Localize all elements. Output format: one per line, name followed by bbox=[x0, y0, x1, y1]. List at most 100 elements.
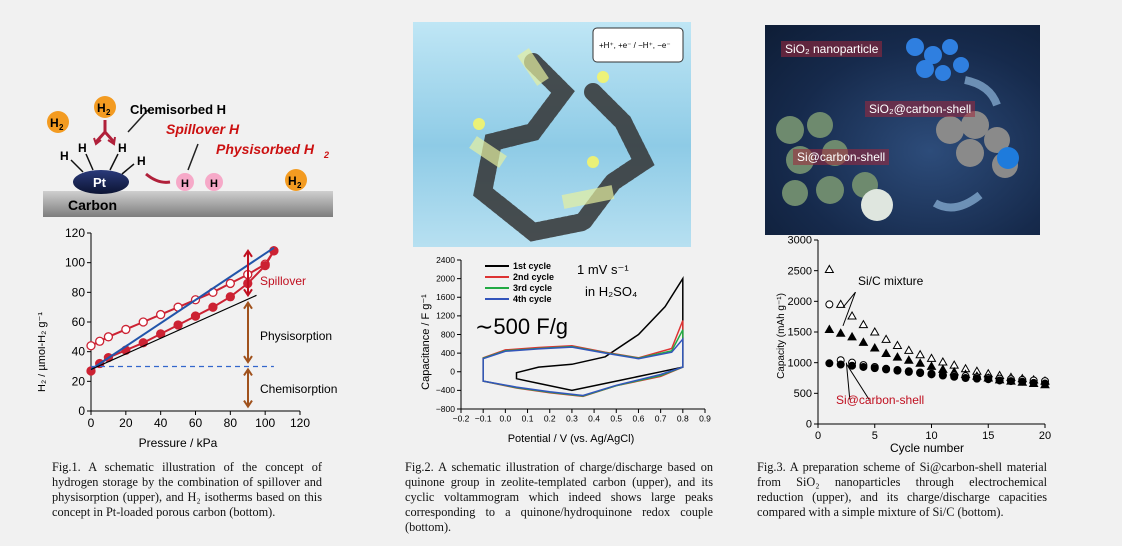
svg-text:2: 2 bbox=[323, 150, 329, 160]
fig2-capacitance-note: ∼500 F/g bbox=[475, 314, 568, 339]
fig3-ylabel: Capacity (mAh g⁻¹) bbox=[776, 293, 787, 379]
y-tick-label: −800 bbox=[436, 404, 455, 414]
x-tick-label: 0.5 bbox=[610, 414, 622, 424]
y-tick-label: 100 bbox=[65, 256, 85, 270]
y-tick-label: 60 bbox=[72, 315, 86, 329]
fig3-caption: Fig.3. A preparation scheme of Si@carbon… bbox=[757, 460, 1047, 519]
x-tick-label: 80 bbox=[224, 416, 238, 430]
x-tick-label: 10 bbox=[925, 430, 937, 442]
svg-text:2: 2 bbox=[59, 123, 64, 132]
fig2-xlabel: Potential / V (vs. Ag/AgCl) bbox=[508, 433, 635, 445]
annot-pointer bbox=[845, 363, 870, 400]
data-point bbox=[173, 320, 183, 330]
data-point bbox=[881, 334, 891, 343]
isotherm-line bbox=[90, 246, 275, 371]
data-point bbox=[208, 302, 218, 312]
svg-text:H: H bbox=[78, 141, 87, 155]
x-tick-label: 0.3 bbox=[566, 414, 578, 424]
x-tick-label: −0.1 bbox=[475, 414, 492, 424]
data-point bbox=[824, 264, 835, 273]
sio2-label: SiO₂ nanoparticle bbox=[781, 41, 883, 57]
svg-text:H: H bbox=[97, 101, 106, 115]
y-tick-label: 1000 bbox=[788, 357, 812, 369]
data-point bbox=[869, 342, 880, 352]
data-point bbox=[1006, 377, 1015, 386]
data-point bbox=[260, 260, 270, 271]
fig2-molecule-image: +H⁺, +e⁻ / −H⁺, −e⁻ bbox=[413, 22, 691, 247]
data-point bbox=[927, 370, 936, 379]
y-tick-label: −400 bbox=[436, 385, 455, 395]
x-tick-label: 0.7 bbox=[655, 414, 667, 424]
annot-pointer bbox=[842, 291, 856, 327]
legend-label: 1st cycle bbox=[513, 261, 551, 271]
x-tick-label: −0.2 bbox=[453, 414, 470, 424]
sic-label: Si@carbon-shell bbox=[793, 149, 890, 165]
fig2-electrolyte: in H₂SO₄ bbox=[585, 284, 637, 299]
y-tick-label: 0 bbox=[806, 419, 812, 431]
x-tick-label: 0.9 bbox=[699, 414, 711, 424]
annot-chemisorption: Chemisorption bbox=[260, 382, 337, 396]
spilled-h-2 bbox=[205, 173, 223, 191]
fig3-scheme-image: SiO₂ nanoparticle SiO₂@carbon-shell Si@c… bbox=[765, 25, 1040, 235]
arrow-head bbox=[243, 367, 253, 377]
data-point bbox=[903, 345, 914, 354]
data-point bbox=[904, 367, 913, 376]
isotherm-line bbox=[90, 250, 275, 372]
redox-scheme-box bbox=[592, 27, 684, 63]
chemisorbed-label: Chemisorbed H bbox=[130, 102, 226, 117]
data-point bbox=[972, 374, 981, 383]
arrow-head bbox=[243, 288, 253, 298]
spillover-arrow bbox=[145, 172, 171, 184]
svg-text:H: H bbox=[60, 149, 69, 163]
data-point bbox=[825, 359, 834, 368]
x-tick-label: 20 bbox=[119, 416, 133, 430]
y-tick-label: 3000 bbox=[788, 235, 812, 247]
svg-text:H: H bbox=[288, 174, 297, 188]
fig1-chart-svg: 0 20 40 60 80 100 120 0 20 40 60 80 100 120 H₂ / µmol… bbox=[36, 226, 337, 450]
isotherm-line bbox=[90, 294, 257, 371]
data-point bbox=[892, 352, 903, 361]
svg-text:H: H bbox=[181, 178, 189, 190]
data-point bbox=[847, 331, 857, 341]
y-tick-label: 2000 bbox=[436, 273, 455, 283]
data-point bbox=[86, 341, 96, 351]
x-tick-label: 20 bbox=[1039, 430, 1051, 442]
data-point bbox=[858, 337, 869, 346]
x-tick-label: 100 bbox=[255, 416, 275, 430]
data-point bbox=[835, 328, 846, 337]
chemisorbed-pointer bbox=[127, 109, 149, 133]
fig1-caption: Fig.1. A schematic illustration of the c… bbox=[52, 460, 322, 519]
data-point bbox=[881, 348, 891, 357]
legend-label: 2nd cycle bbox=[513, 272, 554, 282]
y-tick-label: 1200 bbox=[436, 311, 455, 321]
annot-si-carbon-shell: Si@carbon-shell bbox=[836, 393, 924, 407]
x-tick-label: 0 bbox=[815, 430, 821, 442]
fig1-chart: 0 20 40 60 80 100 120 0 20 40 60 80 100 120 H₂ / µmol… bbox=[36, 225, 348, 457]
fig2-chart: −0.2 −0.1 0.0 0.1 0.2 0.3 0.4 0.5 0.6 0.7 0.8 0.9 −8… bbox=[405, 252, 715, 452]
redox-scheme-eq: +H⁺, +e⁻ / −H⁺, −e⁻ bbox=[599, 41, 671, 50]
data-point bbox=[225, 292, 235, 302]
arrow-head bbox=[243, 248, 253, 258]
spilled-h-1 bbox=[176, 173, 194, 191]
fig2-caption: Fig.2. A schematic illustration of charg… bbox=[405, 460, 713, 534]
data-point bbox=[870, 364, 879, 373]
data-point bbox=[103, 332, 114, 342]
y-tick-label: 2400 bbox=[436, 255, 455, 265]
carbon-framework-illustration: +H⁺, +e⁻ / −H⁺, −e⁻ bbox=[469, 27, 684, 242]
fig3-chart: 0 5 10 15 20 0 500 1000 1500 2000 2500 3000 Capacit… bbox=[762, 232, 1052, 457]
x-tick-label: 0.1 bbox=[522, 414, 534, 424]
fig2-ylabel: Capacitance / F g⁻¹ bbox=[420, 294, 432, 390]
arrow-head bbox=[243, 355, 253, 364]
data-point bbox=[938, 371, 947, 380]
fig1-ylabel: H₂ / µmol-H₂ g⁻¹ bbox=[38, 312, 48, 392]
pt-particle bbox=[73, 170, 129, 194]
y-tick-label: 500 bbox=[794, 388, 812, 400]
fig1-xlabel: Pressure / kPa bbox=[139, 436, 218, 450]
y-tick-label: 1500 bbox=[788, 327, 812, 339]
annot-spillover: Spillover bbox=[260, 274, 306, 288]
x-tick-label: 0.4 bbox=[588, 414, 600, 424]
x-tick-label: 40 bbox=[154, 416, 168, 430]
sio2c-label: SiO₂@carbon-shell bbox=[865, 101, 976, 117]
